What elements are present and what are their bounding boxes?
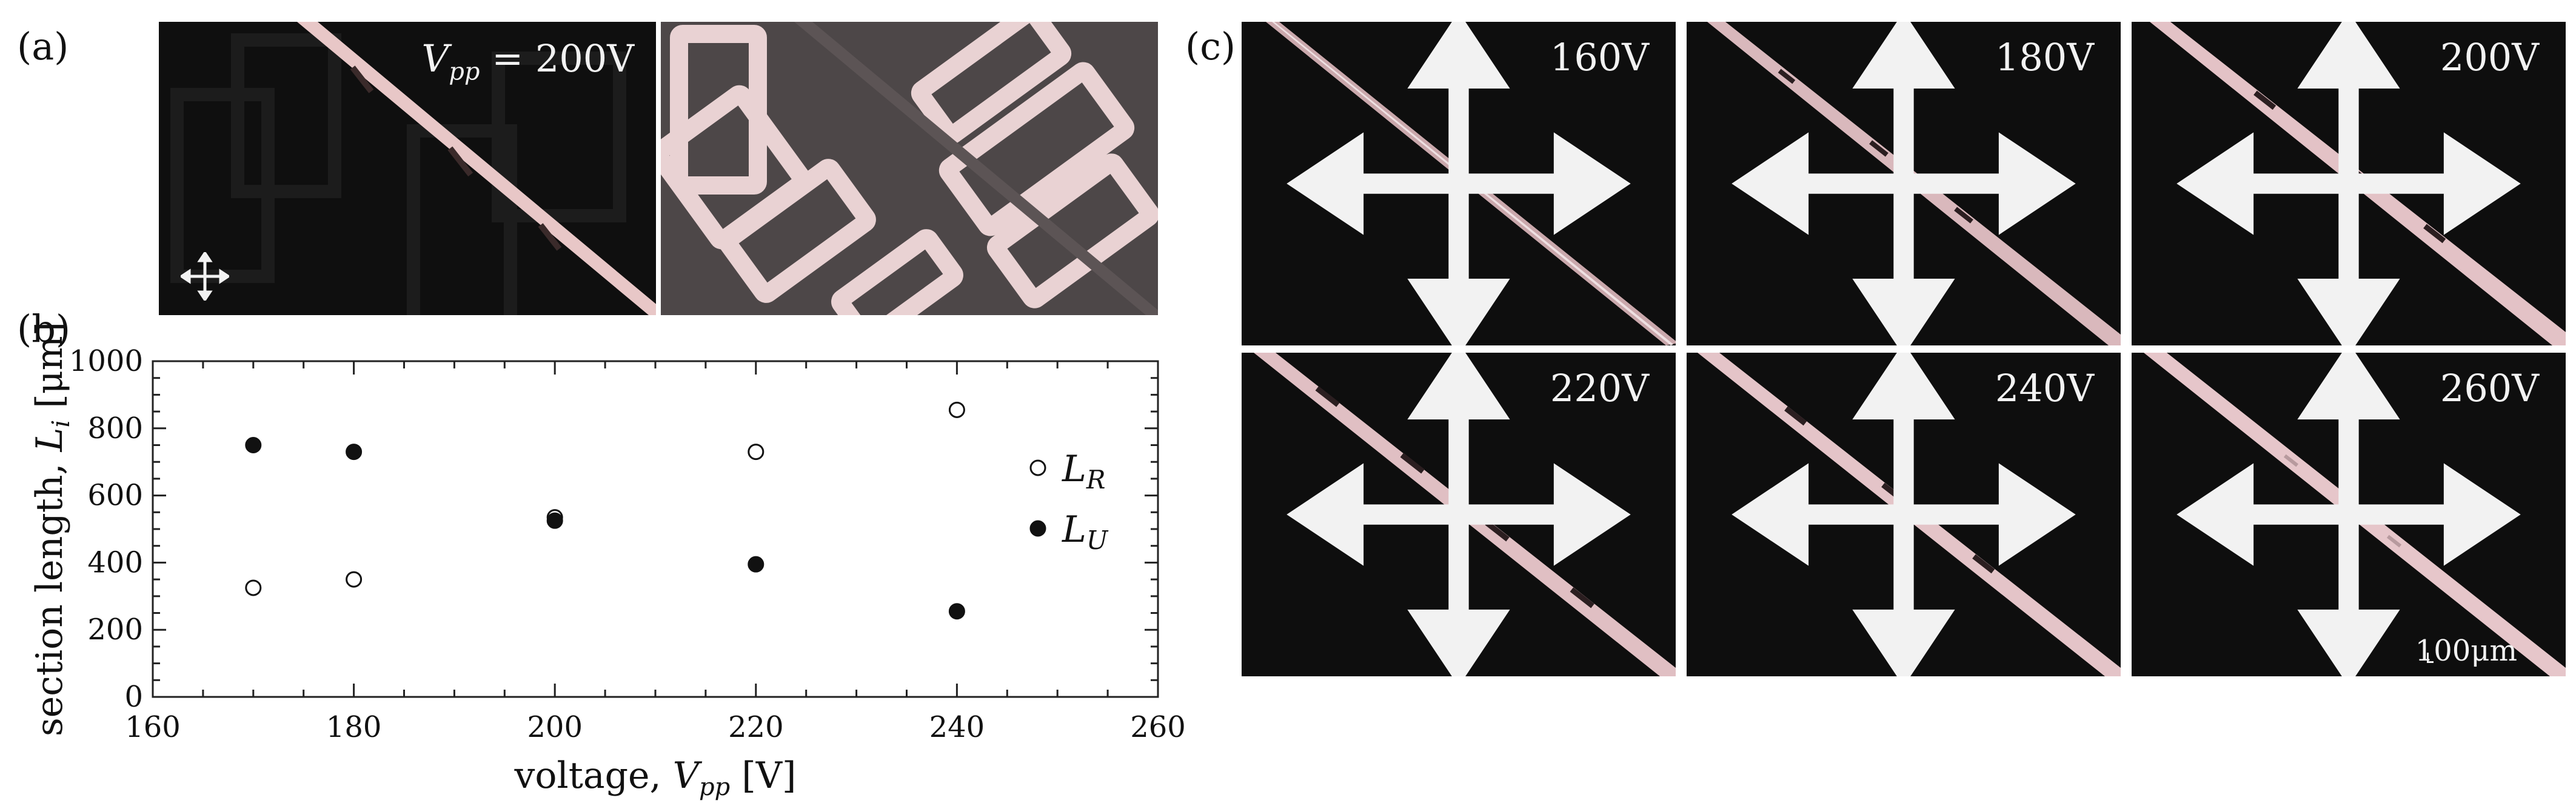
x-tick-label: 260 xyxy=(1130,710,1186,744)
data-point-lu xyxy=(748,556,764,573)
data-point-lu xyxy=(948,603,965,620)
polarizer-cross-icon xyxy=(2176,353,2521,676)
micrograph-200v: 200V xyxy=(2132,22,2566,345)
data-point-lr xyxy=(245,579,262,596)
polarizer-cross-icon xyxy=(1731,353,2076,676)
legend-label: LR xyxy=(1062,448,1105,495)
x-axis-label: voltage, Vpp [V] xyxy=(514,754,797,801)
y-tick-label: 600 xyxy=(87,479,143,513)
micrograph-160v: 160V xyxy=(1242,22,1676,345)
data-point-lu xyxy=(546,512,563,529)
voltage-label: Vpp = 200V xyxy=(421,36,634,86)
micrograph-220v: 220V xyxy=(1242,353,1676,676)
y-tick-label: 400 xyxy=(87,545,143,579)
data-point-lr xyxy=(948,401,965,418)
micrograph-260v: 260V 100μm xyxy=(2132,353,2566,676)
x-tick-label: 200 xyxy=(527,710,583,744)
voltage-label: 200V xyxy=(2440,35,2539,79)
panel-label-c: (c) xyxy=(1185,24,1236,68)
polarizer-cross-icon xyxy=(2176,22,2521,345)
micrograph-a-bright-field xyxy=(661,22,1158,315)
polarizer-cross-icon xyxy=(1286,353,1631,676)
voltage-label: 220V xyxy=(1550,366,1649,410)
y-tick-label: 800 xyxy=(87,411,143,445)
polarizer-cross-icon xyxy=(1731,22,2076,345)
plot-frame xyxy=(152,360,1159,698)
y-tick-label: 1000 xyxy=(69,344,143,378)
x-tick-label: 160 xyxy=(125,710,181,744)
legend-marker xyxy=(1029,520,1046,537)
data-point-lu xyxy=(346,444,363,461)
x-tick-label: 180 xyxy=(326,710,382,744)
data-point-lr xyxy=(346,571,363,588)
panel-label-a: (a) xyxy=(17,24,69,68)
data-point-lr xyxy=(546,509,563,526)
y-tick-label: 0 xyxy=(124,680,143,714)
voltage-label: 260V xyxy=(2440,366,2539,410)
scale-bar-label: 100μm xyxy=(2415,634,2517,668)
voltage-label: 160V xyxy=(1550,35,1649,79)
x-tick-label: 220 xyxy=(728,710,784,744)
chart-legend: LR LU xyxy=(1029,448,1109,555)
legend-marker xyxy=(1029,459,1046,476)
x-tick-label: 240 xyxy=(929,710,985,744)
y-axis-label: section length, Li [μm] xyxy=(28,322,75,736)
micrograph-180v: 180V xyxy=(1687,22,2121,345)
data-point-lu xyxy=(245,437,262,453)
micrograph-240v: 240V xyxy=(1687,353,2121,676)
polarizer-cross-icon xyxy=(1286,22,1631,345)
y-tick-label: 200 xyxy=(87,613,143,647)
legend-label: LU xyxy=(1062,508,1109,555)
polarizer-cross-icon xyxy=(181,252,229,301)
data-point-lr xyxy=(748,444,764,461)
micrograph-a-crossed-polarizers: Vpp = 200V xyxy=(159,22,656,315)
scale-bar xyxy=(2427,653,2434,663)
voltage-label: 240V xyxy=(1995,366,2094,410)
panel-label-b: (b) xyxy=(17,307,71,351)
voltage-label: 180V xyxy=(1995,35,2094,79)
